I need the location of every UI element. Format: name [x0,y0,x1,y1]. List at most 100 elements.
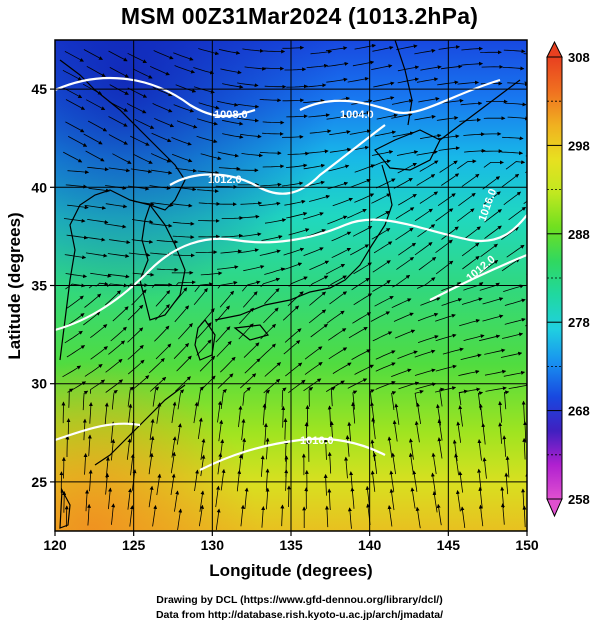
streamline [286,84,308,89]
streamline [414,390,424,406]
streamline [325,380,345,392]
streamline [132,272,155,277]
streamline [127,304,144,321]
streamline [309,275,329,287]
streamline [310,49,333,55]
streamline [436,503,442,526]
streamline [477,468,482,491]
streamline [110,326,127,342]
streamline [150,223,173,228]
streamline [478,504,484,527]
streamline [323,438,328,460]
streamline [504,472,509,495]
streamline [155,304,170,321]
streamline [65,184,88,189]
streamline [324,505,329,528]
streamline [281,262,303,271]
streamline [348,326,368,339]
streamline [173,343,190,359]
streamline [152,202,174,207]
streamline [262,131,284,136]
streamline [286,485,291,508]
streamline [458,389,469,406]
streamline [215,508,221,530]
streamline [62,365,82,378]
streamline [354,164,376,173]
streamline [371,150,394,156]
streamline [217,100,239,107]
streamline [126,438,132,460]
streamline [194,469,200,492]
colorbar-tick-label: 278 [568,315,590,330]
streamline [193,86,215,94]
streamline [416,174,436,186]
streamline [345,435,350,457]
streamline [458,369,480,376]
streamline [507,116,527,121]
streamline [371,228,391,240]
streamline [391,452,396,475]
streamline [64,505,69,528]
streamline [502,66,525,71]
streamline [303,99,325,103]
streamline [522,437,527,460]
streamline [310,323,328,338]
streamline [485,386,507,392]
streamline [87,120,108,132]
contour-1008 [55,76,256,118]
streamline [288,228,310,236]
streamline [260,455,265,477]
x-tick-label: 140 [358,537,382,553]
streamline [307,149,329,154]
streamline [175,167,198,173]
streamline [309,129,332,134]
streamline [442,98,464,104]
streamline [243,264,265,272]
streamline [456,208,475,222]
streamline [504,317,526,325]
streamline [260,277,281,288]
streamline [483,191,501,205]
streamline [155,343,172,360]
streamline [197,386,204,407]
graticule [55,40,527,531]
streamline [215,485,221,508]
y-tick-label: 30 [31,376,47,392]
streamline [328,328,347,341]
streamline [331,231,352,242]
streamline [441,298,463,306]
streamline [373,81,395,88]
streamline [372,45,394,52]
streamline [220,468,226,491]
streamline [414,420,420,443]
streamline [217,373,234,389]
y-tick-label: 25 [31,474,47,490]
streamline [351,349,371,360]
streamline [177,389,185,410]
streamline [372,331,393,342]
streamline [477,439,482,461]
streamline [505,160,526,170]
streamline [130,453,135,476]
streamline [372,260,391,273]
colorbar: 308 298 288 278 268 258 [546,40,590,518]
streamline [480,243,498,258]
streamline [329,291,348,305]
streamline [154,325,170,342]
japan-kyushu [194,319,216,361]
streamline [108,167,131,173]
streamline [218,166,241,171]
streamline [414,208,433,222]
streamline [172,221,195,226]
streamline [108,273,130,279]
streamline [375,380,396,390]
streamline [418,257,437,271]
streamline [238,405,243,428]
streamline [237,117,259,123]
streamline [90,346,108,360]
streamline [217,151,239,158]
streamline [244,487,249,510]
streamline [482,457,487,479]
streamline [503,191,522,206]
streamline [308,113,330,118]
